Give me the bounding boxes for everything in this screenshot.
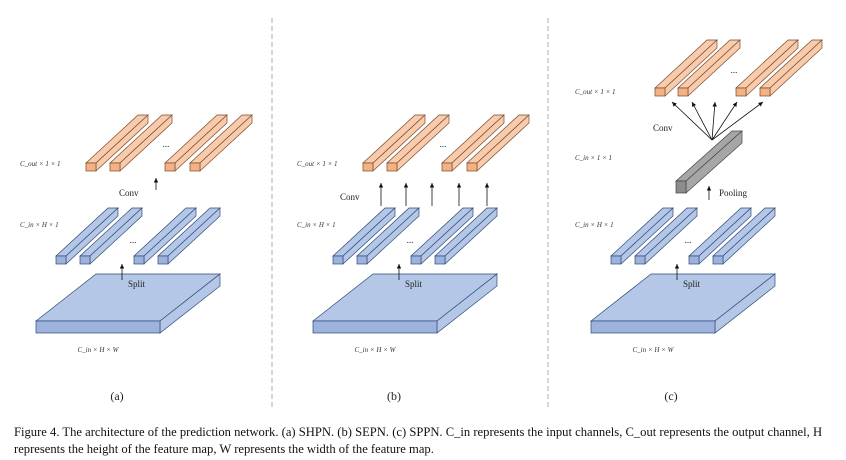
split-feature-bar <box>610 207 674 265</box>
figure-caption: Figure 4. The architecture of the predic… <box>14 425 823 456</box>
conv-arrow <box>711 101 764 141</box>
panel-b <box>311 114 530 334</box>
subfigure-label: (b) <box>387 389 401 403</box>
conv-label: Conv <box>653 123 673 133</box>
input-feature-map <box>589 273 777 334</box>
conv-label: Conv <box>340 192 360 202</box>
input-dimension-label: C_in × H × W <box>78 346 120 354</box>
split-feature-bar <box>434 207 498 265</box>
conv-label: Conv <box>119 188 139 198</box>
subfigure-label: (a) <box>110 389 123 403</box>
output-feature-bar <box>109 114 173 172</box>
conv-arrow <box>671 101 713 141</box>
output-feature-bar <box>677 39 741 97</box>
split-dimension-label: C_in × H × 1 <box>20 221 59 229</box>
split-feature-bar <box>157 207 221 265</box>
ellipsis-top: ... <box>163 139 170 149</box>
split-feature-bar <box>55 207 119 265</box>
output-feature-bar <box>654 39 718 97</box>
ellipsis-mid: ... <box>685 235 692 245</box>
conv-arrow <box>429 183 435 206</box>
pooling-arrow <box>706 186 712 200</box>
input-dimension-label: C_in × H × W <box>633 346 675 354</box>
ellipsis-top: ... <box>440 139 447 149</box>
ellipsis-mid: ... <box>130 235 137 245</box>
output-dimension-label: C_out × 1 × 1 <box>297 160 338 168</box>
panel-c <box>589 39 823 334</box>
ellipsis-top: ... <box>731 65 738 75</box>
conv-arrow <box>484 183 490 206</box>
input-dimension-label: C_in × H × W <box>355 346 397 354</box>
output-feature-bar <box>735 39 799 97</box>
output-feature-bar <box>466 114 530 172</box>
output-feature-bar <box>85 114 149 172</box>
split-feature-bar <box>133 207 197 265</box>
pooling-label: Pooling <box>719 188 748 198</box>
conv-arrow <box>456 183 462 206</box>
conv-arrow <box>153 178 159 190</box>
split-arrow <box>674 264 680 280</box>
split-arrow <box>396 264 402 280</box>
conv-arrow <box>711 101 717 141</box>
conv-arrow <box>711 101 738 141</box>
subfigure-label: (c) <box>664 389 677 403</box>
diagram-canvas: C_in × H × W Split C_in × H × 1... (a) Conv C… <box>20 18 823 408</box>
output-feature-bar <box>362 114 426 172</box>
output-feature-bar <box>386 114 450 172</box>
split-feature-bar <box>410 207 474 265</box>
output-dimension-label: C_out × 1 × 1 <box>20 160 61 168</box>
conv-arrow <box>403 183 409 206</box>
output-dimension-label: C_out × 1 × 1 <box>575 88 616 96</box>
split-feature-bar <box>712 207 776 265</box>
input-feature-map <box>311 273 499 334</box>
conv-arrow <box>378 183 384 206</box>
ellipsis-mid: ... <box>407 235 414 245</box>
output-feature-bar <box>441 114 505 172</box>
split-label: Split <box>128 279 146 289</box>
split-label: Split <box>405 279 423 289</box>
input-feature-map <box>34 273 222 334</box>
split-feature-bar <box>688 207 752 265</box>
conv-arrow <box>691 101 713 141</box>
panel-a <box>34 114 253 334</box>
output-feature-bar <box>189 114 253 172</box>
output-feature-bar <box>164 114 228 172</box>
split-dimension-label: C_in × H × 1 <box>297 221 336 229</box>
split-label: Split <box>683 279 701 289</box>
split-feature-bar <box>332 207 396 265</box>
split-arrow <box>119 264 125 280</box>
split-feature-bar <box>356 207 420 265</box>
split-dimension-label: C_in × H × 1 <box>575 221 614 229</box>
split-feature-bar <box>634 207 698 265</box>
pooled-feature-bar <box>675 130 743 194</box>
pooled-dimension-label: C_in × 1 × 1 <box>575 154 612 162</box>
output-feature-bar <box>759 39 823 97</box>
split-feature-bar <box>79 207 143 265</box>
